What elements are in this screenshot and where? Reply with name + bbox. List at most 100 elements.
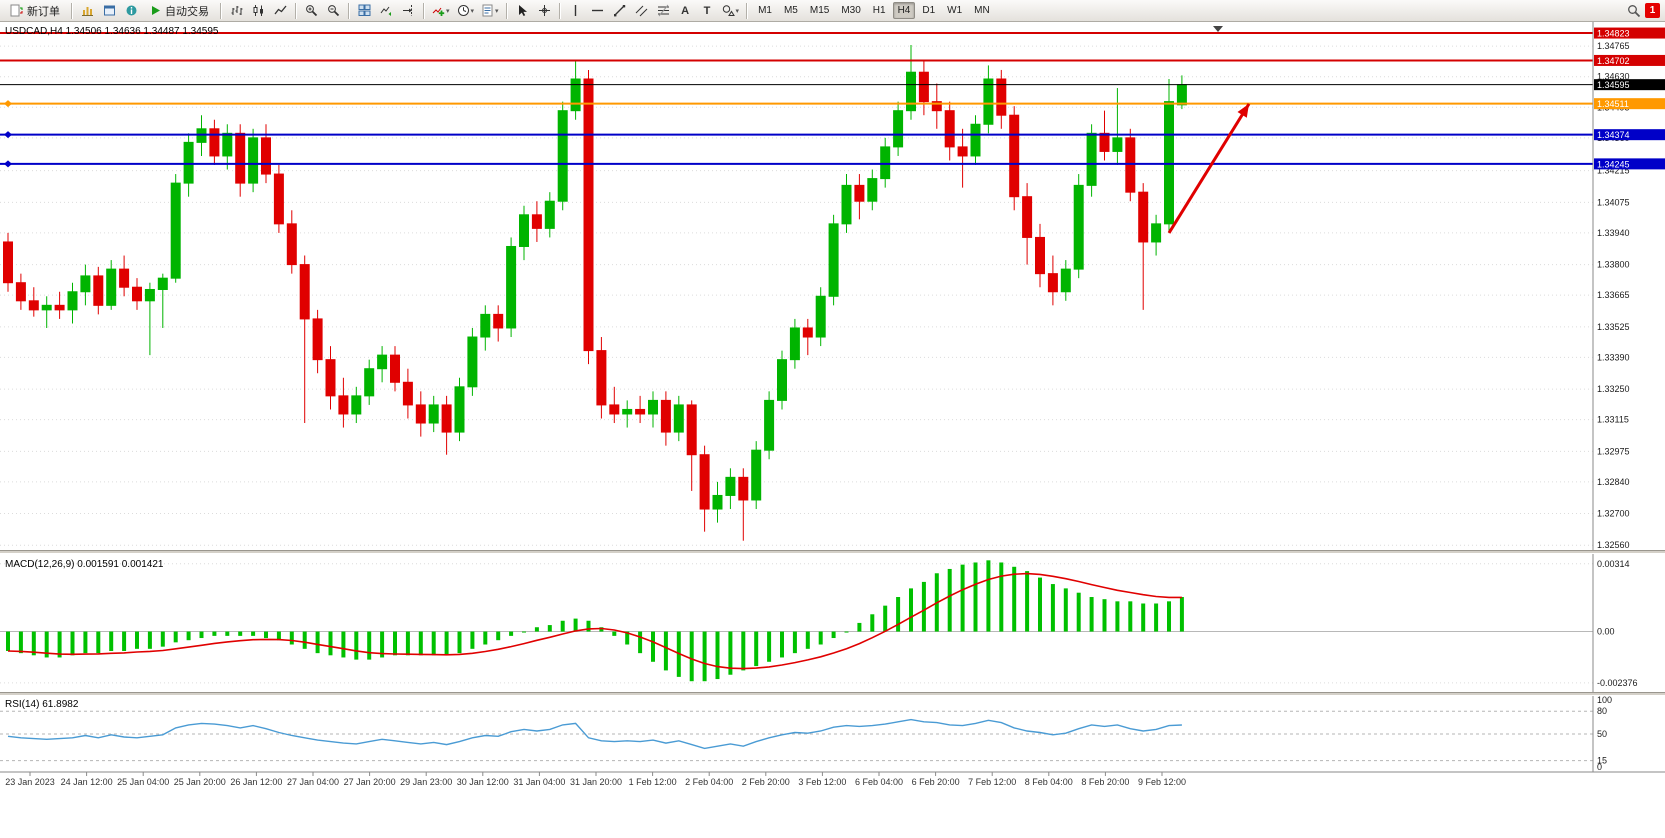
crosshair-button[interactable]: [534, 1, 555, 20]
timeframe-M15[interactable]: M15: [805, 2, 834, 19]
price-axis-label: 1.32700: [1597, 509, 1630, 519]
macd-bar: [1115, 601, 1120, 632]
search-button[interactable]: [1623, 1, 1644, 20]
candle: [1060, 268, 1071, 293]
macd-bar: [160, 631, 165, 647]
timeframe-H1[interactable]: H1: [868, 2, 891, 19]
trend-arrow-head: [1237, 103, 1249, 118]
candle: [28, 300, 39, 311]
macd-bar: [741, 631, 746, 671]
candle: [41, 304, 52, 311]
tile-windows-button[interactable]: [354, 1, 375, 20]
price-axis-label: 1.34215: [1597, 166, 1630, 176]
macd-bar: [625, 631, 630, 645]
new-order-button[interactable]: 新订单: [3, 1, 67, 20]
trend-arrow[interactable]: [1167, 103, 1251, 234]
zoom-in-button[interactable]: [301, 1, 322, 20]
chart-area[interactable]: 1.347651.346301.344951.343601.342151.340…: [0, 22, 1665, 833]
channel-button[interactable]: [631, 1, 652, 20]
macd-bar: [6, 631, 10, 651]
timeframe-D1[interactable]: D1: [917, 2, 940, 19]
macd-bar: [702, 631, 707, 682]
line-chart-button[interactable]: [270, 1, 291, 20]
zoom-out-button[interactable]: [323, 1, 344, 20]
candle: [519, 214, 529, 247]
profiles-button[interactable]: [99, 1, 120, 20]
auto-trading-icon: [152, 6, 160, 15]
auto-scroll-button[interactable]: [376, 1, 397, 20]
timeframe-M5[interactable]: M5: [779, 2, 803, 19]
shapes-button[interactable]: ▾: [719, 1, 743, 20]
time-axis-label: 30 Jan 12:00: [457, 777, 509, 787]
panel-divider-1[interactable]: [0, 550, 1665, 554]
label-tool-button[interactable]: T: [697, 1, 718, 20]
rsi-axis-label: 15: [1597, 756, 1607, 766]
line-handle[interactable]: [4, 131, 12, 139]
timeframe-H4[interactable]: H4: [892, 2, 916, 19]
text-tool-icon: A: [681, 4, 690, 17]
data-window-button[interactable]: [121, 1, 142, 20]
text-tool-button[interactable]: A: [675, 1, 696, 20]
candle: [596, 350, 607, 406]
macd-bar: [380, 631, 385, 658]
macd-bar: [1076, 592, 1081, 632]
candle: [944, 110, 955, 148]
auto-trading-button[interactable]: 自动交易: [143, 1, 216, 20]
timeframe-M30[interactable]: M30: [836, 2, 865, 19]
fibonacci-button[interactable]: [653, 1, 674, 20]
macd-bar: [264, 631, 268, 639]
macd-bar: [341, 631, 346, 658]
line-chart-icon: [274, 5, 287, 15]
trendline-button[interactable]: [609, 1, 630, 20]
macd-bar: [70, 631, 75, 656]
candle: [467, 336, 478, 388]
periods-button[interactable]: ▾: [454, 1, 478, 20]
macd-bar: [1050, 584, 1055, 632]
macd-bar: [909, 588, 913, 632]
macd-bar: [921, 581, 926, 632]
candle: [1138, 191, 1149, 243]
timeframe-M1[interactable]: M1: [753, 2, 777, 19]
line-handle[interactable]: [4, 160, 12, 168]
candlestick-chart-button[interactable]: [248, 1, 269, 20]
crosshair-icon: [538, 5, 550, 16]
panel-divider-2[interactable]: [0, 692, 1665, 696]
vertical-line-button[interactable]: [565, 1, 586, 20]
chart-shift-marker[interactable]: [1213, 26, 1223, 32]
macd-bar: [999, 562, 1004, 632]
indicators-button[interactable]: ▾: [429, 1, 453, 20]
macd-axis-label: 0.00314: [1597, 559, 1630, 569]
timeframe-MN[interactable]: MN: [969, 2, 995, 19]
candle: [261, 137, 271, 175]
candle: [996, 78, 1007, 116]
candle: [751, 449, 762, 501]
price-tag: [1594, 129, 1665, 141]
notifications-badge[interactable]: 1: [1645, 3, 1660, 18]
macd-bar: [225, 631, 230, 636]
candle: [557, 110, 568, 202]
macd-bar: [857, 622, 862, 632]
chart-canvas[interactable]: 1.347651.346301.344951.343601.342151.340…: [0, 22, 1665, 833]
cursor-button[interactable]: [512, 1, 533, 20]
candle: [183, 141, 194, 184]
macd-axis-label: 0.00: [1597, 627, 1615, 637]
rsi-axis-label: 100: [1597, 695, 1612, 705]
timeframe-W1[interactable]: W1: [942, 2, 967, 19]
macd-bar: [1012, 566, 1017, 632]
candle: [815, 295, 826, 338]
line-handle[interactable]: [4, 100, 12, 108]
candle: [299, 264, 310, 320]
new-order-label: 新订单: [27, 5, 60, 18]
templates-button[interactable]: ▾: [478, 1, 502, 20]
candle: [854, 184, 865, 202]
macd-label: MACD(12,26,9) 0.001591 0.001421: [5, 559, 164, 570]
macd-bar: [1128, 601, 1133, 632]
chart-shift-button[interactable]: [398, 1, 419, 20]
tile-windows-icon: [358, 4, 371, 16]
charts-button[interactable]: [77, 1, 98, 20]
candle: [1086, 132, 1097, 186]
candle: [351, 395, 362, 415]
horizontal-line-button[interactable]: [587, 1, 608, 20]
bar-chart-button[interactable]: [226, 1, 247, 20]
